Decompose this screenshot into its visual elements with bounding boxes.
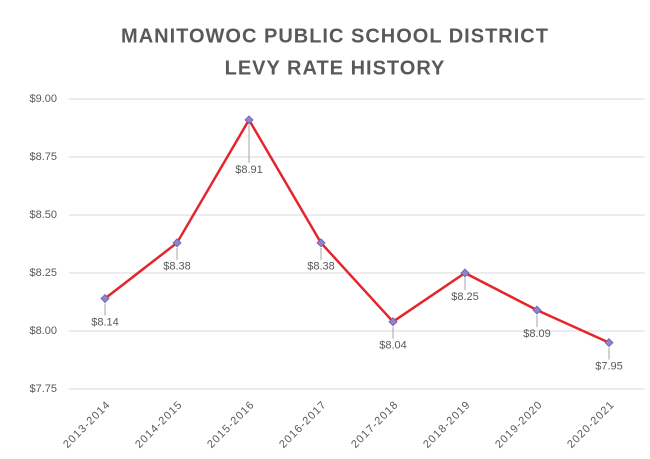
marker: [244, 115, 254, 125]
marker: [388, 317, 398, 327]
data-label: $8.25: [451, 291, 479, 303]
data-label: $7.95: [595, 361, 623, 373]
marker: [604, 338, 614, 348]
data-label: $8.38: [307, 261, 335, 273]
data-label: $8.04: [379, 340, 407, 352]
x-tick-label: 2016-2017: [277, 399, 329, 451]
x-tick-label: 2018-2019: [421, 399, 473, 451]
x-tick-label: 2013-2014: [61, 399, 113, 451]
marker: [316, 238, 326, 248]
line: [104, 117, 610, 344]
y-tick-label: $9.00: [29, 93, 57, 105]
marker: [172, 238, 182, 248]
y-tick-label: $8.00: [29, 325, 57, 337]
x-tick-label: 2014-2015: [133, 399, 185, 451]
data-label: $8.38: [163, 261, 191, 273]
data-label: $8.14: [91, 316, 119, 328]
y-tick-label: $8.50: [29, 209, 57, 221]
x-tick-label: 2020-2021: [565, 399, 617, 451]
marker: [460, 268, 470, 278]
y-tick-label: $8.25: [29, 267, 57, 279]
x-tick-label: 2015-2016: [205, 399, 257, 451]
x-tick-label: 2019-2020: [493, 399, 545, 451]
marker: [100, 293, 110, 304]
y-tick-label: $8.75: [29, 151, 57, 163]
chart-title: LEVY RATE HISTORY: [225, 57, 446, 79]
y-tick-label: $7.75: [29, 383, 57, 395]
marker: [532, 305, 542, 315]
x-tick-label: 2017-2018: [349, 399, 401, 451]
chart-title: MANITOWOC PUBLIC SCHOOL DISTRICT: [121, 25, 549, 47]
data-label: $8.09: [523, 328, 551, 340]
data-label: $8.91: [235, 164, 263, 176]
